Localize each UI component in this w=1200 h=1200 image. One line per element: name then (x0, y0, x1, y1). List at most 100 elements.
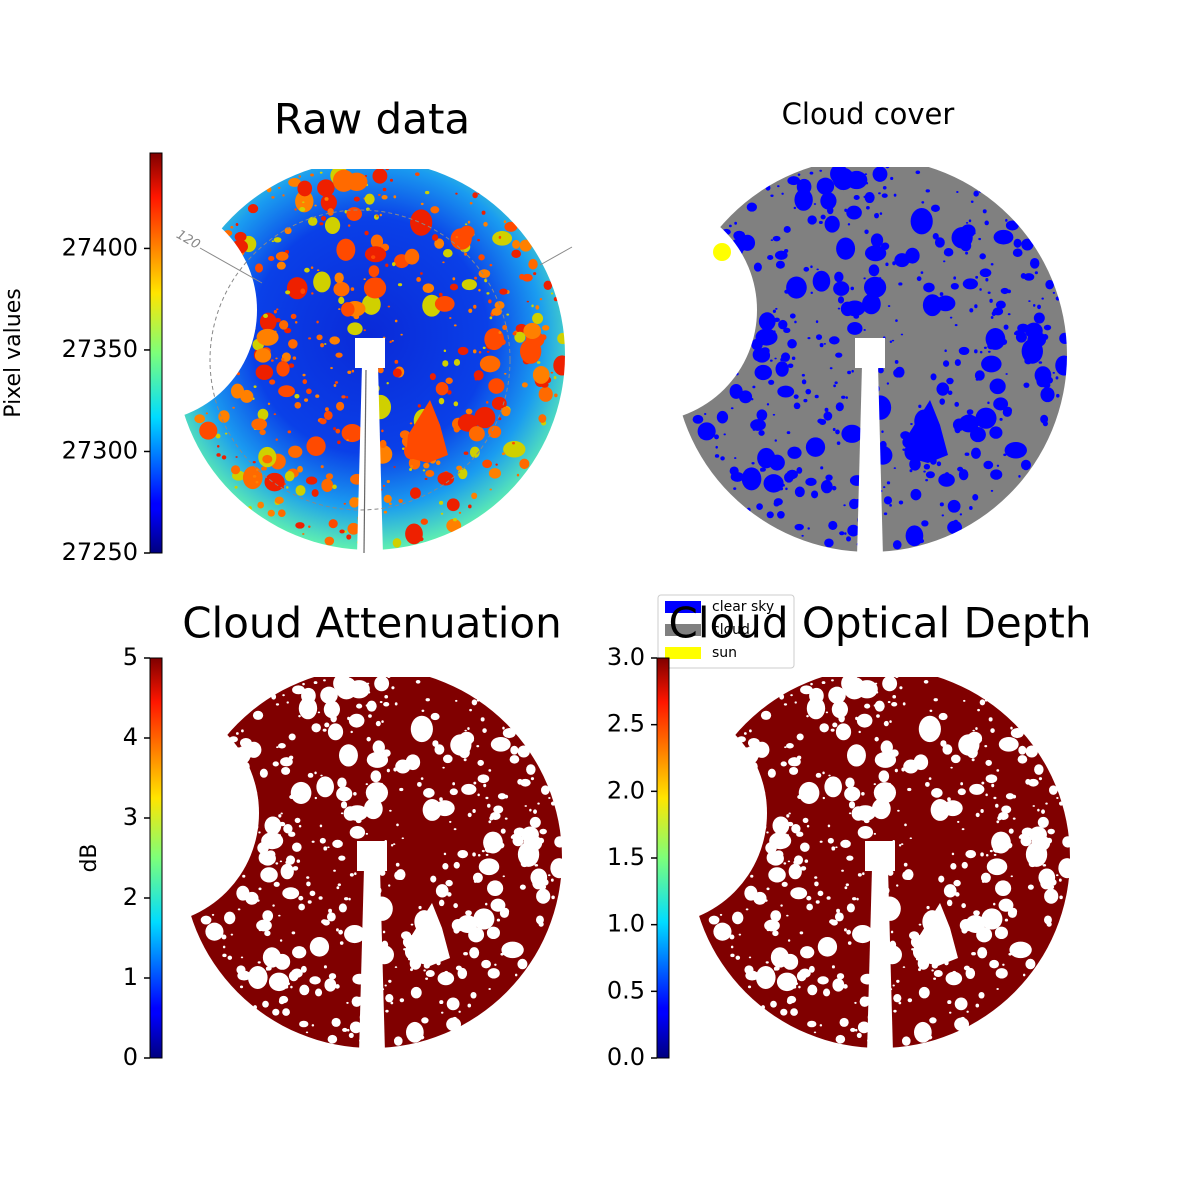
cloud-gap (845, 396, 848, 399)
cloud-gap (1037, 816, 1049, 828)
cloud-gap (832, 978, 845, 992)
cloud-gap (478, 288, 481, 292)
cloud-gap (837, 296, 845, 304)
cloud-gap (247, 805, 251, 808)
cloud-gap (1025, 778, 1031, 785)
cloud-gap (229, 736, 238, 743)
cloud-gap (453, 926, 460, 934)
cloud-gap (864, 703, 871, 709)
cloud-gap (443, 852, 447, 856)
cloud-gap (1025, 322, 1043, 339)
sky-image (673, 158, 1073, 552)
cloud-gap (1010, 726, 1013, 730)
cloud-gap (268, 972, 290, 992)
cloud-gap (304, 267, 310, 273)
cloud-gap (463, 758, 467, 762)
cloud-gap (818, 419, 827, 426)
cloud-gap (186, 849, 193, 856)
cloud-gap (394, 359, 399, 364)
cloud-gap (969, 783, 985, 795)
cloud-gap (533, 809, 537, 814)
cloud-gap (910, 466, 914, 470)
cloud-gap (269, 379, 276, 385)
cloud-gap (878, 770, 890, 783)
cloud-gap (703, 413, 707, 416)
cloud-gap (786, 743, 794, 749)
cloud-gap (370, 234, 384, 249)
cloud-gap (482, 459, 492, 469)
cloud-gap (886, 933, 890, 936)
cloud-gap (750, 419, 766, 431)
cloud-gap (372, 740, 385, 755)
cloud-gap (875, 1012, 879, 1015)
cloud-gap (1020, 273, 1027, 279)
cloud-gap (478, 254, 485, 261)
cloud-gap (308, 525, 311, 528)
cloud-gap (817, 890, 824, 897)
cloud-gap (374, 904, 378, 908)
cloud-gap (869, 962, 880, 972)
cloud-gap (282, 194, 285, 197)
cloud-gap (965, 849, 977, 859)
cloud-gap (930, 204, 940, 212)
cloud-gap (502, 875, 505, 878)
cloud-gap (224, 432, 228, 435)
cloud-gap (783, 703, 788, 706)
cloud-gap (1056, 797, 1059, 800)
cloud-gap (1046, 837, 1053, 844)
cloud-gap (386, 673, 391, 679)
cloud-gap (756, 409, 768, 421)
cloud-gap (835, 723, 852, 741)
cloud-gap (526, 300, 530, 303)
cloud-gap (1020, 835, 1032, 847)
cloud-gap (1058, 858, 1076, 879)
cloud-gap (248, 286, 253, 290)
cloud-gap (275, 703, 280, 706)
cloud-gap (697, 422, 716, 441)
cloud-gap (359, 1011, 373, 1023)
cloud-gap (470, 991, 477, 999)
cloud-gap (279, 939, 283, 942)
tick-label: 27400 (62, 233, 138, 261)
cloud-gap (452, 277, 456, 281)
cloud-gap (372, 403, 376, 406)
cloud-gap (883, 512, 888, 516)
cloud-gap (279, 995, 289, 1004)
cloud-gap (367, 395, 371, 399)
cloud-gap (294, 817, 301, 823)
cloud-gap (242, 301, 246, 304)
cloud-gap (368, 490, 372, 493)
cloud-gap (370, 896, 393, 921)
cloud-gap (874, 751, 897, 768)
cloud-gap (918, 923, 922, 926)
cloud-gap (534, 863, 539, 867)
cloud-gap (216, 453, 221, 457)
cloud-gap (803, 398, 808, 403)
cloud-gap (239, 985, 244, 989)
tick-label: 3 (123, 803, 138, 831)
cloud-gap (455, 741, 458, 745)
cloud-gap (410, 465, 413, 469)
cloud-gap (502, 728, 516, 739)
cloud-gap (863, 158, 870, 165)
cloud-gap (536, 361, 541, 364)
cloud-gap (806, 903, 813, 911)
cloud-gap (770, 1000, 777, 1008)
cloud-gap (992, 307, 1004, 316)
cloud-gap (834, 912, 844, 922)
cloud-gap (878, 896, 901, 921)
cloud-gap (893, 193, 897, 197)
cloud-gap (301, 687, 316, 704)
cloud-gap (1005, 834, 1009, 838)
cloud-gap (235, 456, 238, 458)
cloud-gap (364, 193, 375, 205)
cloud-gap (498, 417, 502, 421)
cloud-gap (276, 261, 286, 270)
cloud-gap (938, 875, 945, 883)
cloud-gap (836, 237, 856, 260)
cloud-gap (299, 206, 306, 212)
cloud-gap (266, 186, 272, 193)
cloud-gap (714, 454, 720, 458)
cloud-gap (472, 349, 477, 354)
cloud-gap (1029, 826, 1047, 843)
